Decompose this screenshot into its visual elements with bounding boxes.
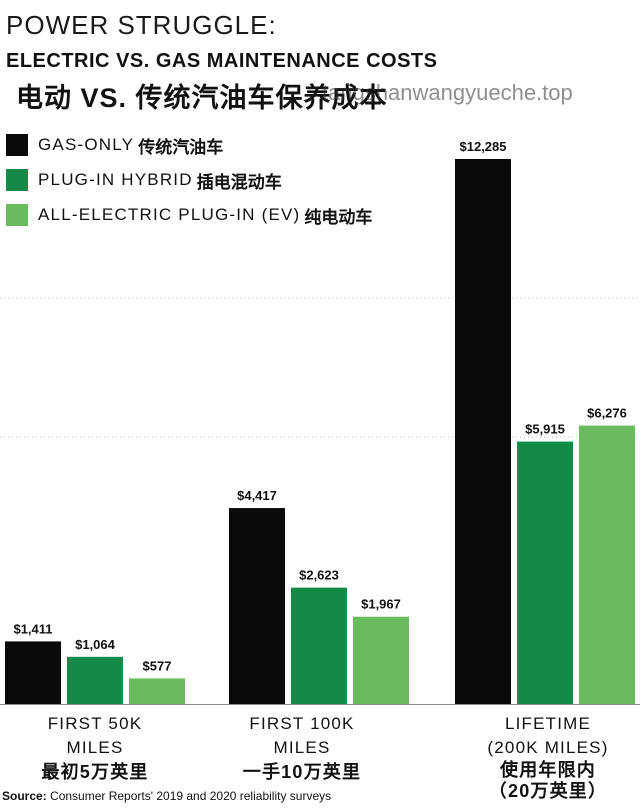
bar — [67, 656, 123, 704]
legend-label-gas-cn: 传统汽油车 — [138, 137, 224, 157]
bar — [579, 425, 635, 704]
legend-item-gas: GAS-ONLY 传统汽油车 — [6, 128, 372, 162]
chart-title: ELECTRIC VS. GAS MAINTENANCE COSTS — [6, 50, 438, 72]
category-label-100k-cn: 一手10万英里 — [242, 762, 362, 782]
bar-value-label: $12,285 — [460, 139, 507, 154]
bar-value-label: $1,967 — [361, 597, 401, 612]
legend: GAS-ONLY 传统汽油车 PLUG-IN HYBRID 插电混动车 ALL-… — [6, 128, 372, 233]
source-prefix: Source: — [2, 789, 47, 803]
legend-label-hybrid: PLUG-IN HYBRID — [38, 170, 193, 189]
bar-value-label: $4,417 — [237, 488, 277, 503]
bar-value-label: $1,064 — [75, 637, 116, 652]
legend-swatch-ev — [6, 204, 28, 226]
category-label-lifetime-cn: 使用年限内 （20万英里） — [488, 760, 608, 801]
bar-value-label: $6,276 — [587, 406, 627, 421]
category-label-lifetime: LIFETIME (200K MILES) 使用年限内 （20万英里） — [448, 712, 640, 802]
category-label-50k-line1: FIRST 50K — [47, 714, 143, 733]
category-label-50k-line2: MILES — [66, 738, 124, 757]
bar — [517, 441, 573, 704]
category-label-50k: FIRST 50K MILES 最初5万英里 — [0, 712, 195, 784]
legend-item-ev: ALL-ELECTRIC PLUG-IN (EV) 纯电动车 — [6, 198, 372, 232]
category-label-50k-cn: 最初5万英里 — [41, 762, 149, 782]
watermark: tangshanwangyueche.top — [322, 80, 573, 105]
bar — [229, 508, 285, 704]
bar-value-label: $577 — [143, 658, 172, 673]
source-note: Source: Consumer Reports' 2019 and 2020 … — [2, 789, 331, 803]
legend-label-hybrid-cn: 插电混动车 — [196, 172, 282, 192]
source-text: Consumer Reports' 2019 and 2020 reliabil… — [46, 789, 332, 803]
legend-item-hybrid: PLUG-IN HYBRID 插电混动车 — [6, 163, 372, 197]
chart-title-chinese: 电动 VS. 传统汽油车保养成本 — [16, 83, 388, 113]
bar-value-label: $5,915 — [525, 422, 565, 437]
bar — [291, 587, 347, 704]
category-label-100k-line2: MILES — [273, 738, 331, 757]
category-label-lifetime-line2: (200K MILES) — [487, 738, 609, 757]
category-label-lifetime-line1: LIFETIME — [504, 714, 592, 733]
bar — [455, 159, 511, 704]
bar — [129, 678, 185, 704]
category-label-100k-line1: FIRST 100K — [249, 714, 355, 733]
legend-label-ev-cn: 纯电动车 — [304, 207, 373, 227]
bar — [5, 641, 61, 704]
bar — [353, 616, 409, 704]
bar-value-label: $1,411 — [13, 621, 52, 636]
legend-swatch-hybrid — [6, 169, 28, 191]
legend-label-ev: ALL-ELECTRIC PLUG-IN (EV) — [38, 205, 301, 224]
legend-swatch-gas — [6, 134, 28, 156]
chart-kicker: POWER STRUGGLE: — [6, 10, 277, 40]
category-label-100k: FIRST 100K MILES 一手10万英里 — [202, 712, 402, 784]
bar-value-label: $2,623 — [299, 568, 339, 583]
legend-label-gas: GAS-ONLY — [38, 135, 135, 154]
